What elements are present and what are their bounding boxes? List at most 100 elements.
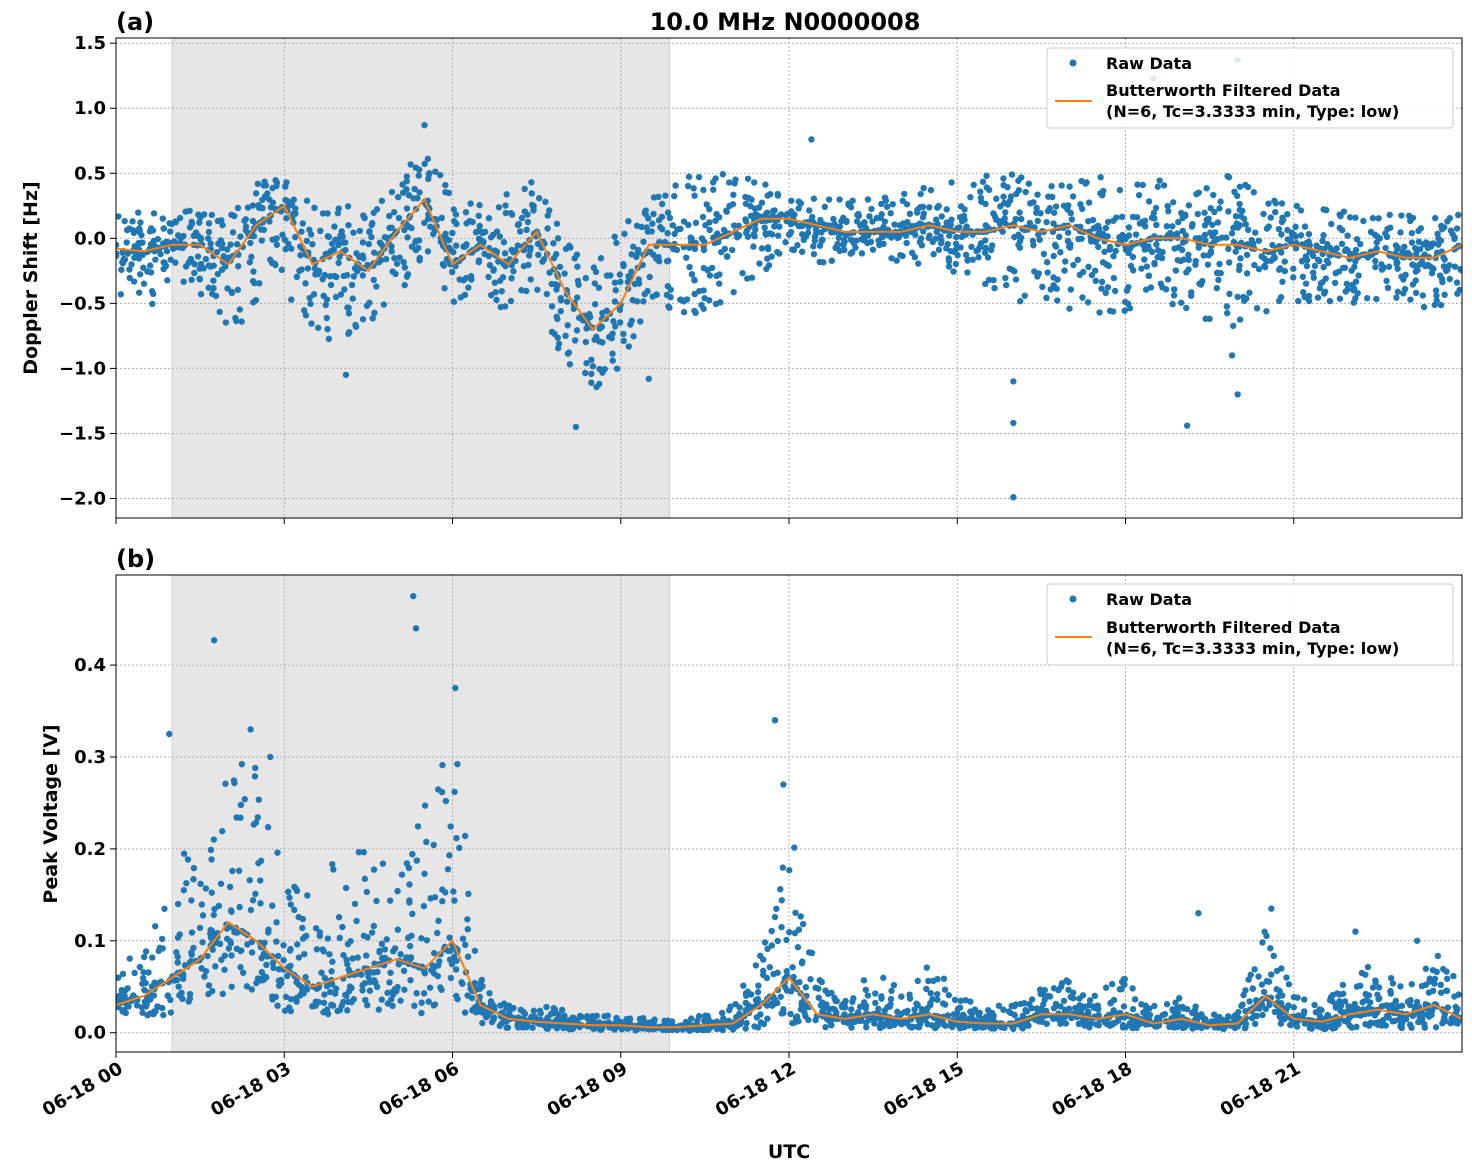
raw-data-point xyxy=(334,1007,341,1015)
raw-data-point xyxy=(388,996,395,1003)
raw-data-point xyxy=(695,173,703,181)
raw-data-point xyxy=(1428,1007,1436,1015)
raw-data-point xyxy=(849,197,856,204)
raw-data-point xyxy=(431,1001,439,1008)
raw-data-point xyxy=(774,248,781,256)
raw-data-point xyxy=(977,188,984,195)
raw-data-point xyxy=(282,993,290,1001)
raw-data-point xyxy=(403,273,411,280)
raw-data-point xyxy=(877,1017,885,1025)
raw-data-point xyxy=(1438,226,1446,233)
raw-data-point xyxy=(1426,975,1433,982)
raw-data-point xyxy=(288,296,295,303)
raw-data-point xyxy=(642,207,649,214)
raw-data-point xyxy=(1443,975,1451,982)
raw-data-point xyxy=(1057,249,1064,256)
raw-data-point xyxy=(219,221,226,229)
raw-data-point xyxy=(197,236,205,243)
raw-data-point xyxy=(511,247,519,254)
raw-data-point xyxy=(247,906,255,914)
raw-data-point xyxy=(1151,215,1158,222)
raw-data-point xyxy=(1419,292,1427,299)
raw-data-point xyxy=(157,250,164,258)
raw-data-point xyxy=(1260,988,1268,996)
raw-data-point xyxy=(1178,246,1186,254)
raw-data-point xyxy=(518,287,525,294)
raw-data-point xyxy=(861,237,868,244)
raw-data-point xyxy=(984,254,992,261)
raw-data-point xyxy=(1299,273,1307,280)
raw-data-point xyxy=(205,220,213,227)
raw-data-point xyxy=(254,180,262,188)
raw-data-point xyxy=(1447,227,1455,234)
raw-data-point xyxy=(1092,267,1099,274)
raw-data-point xyxy=(1301,996,1308,1003)
raw-data-point xyxy=(1366,999,1374,1006)
raw-data-point xyxy=(609,330,616,337)
raw-data-point xyxy=(1418,258,1426,266)
raw-data-point xyxy=(767,190,774,198)
raw-data-point xyxy=(475,212,482,220)
raw-data-point xyxy=(1138,265,1145,272)
raw-data-point xyxy=(875,237,882,244)
raw-data-point xyxy=(507,209,515,217)
raw-data-point xyxy=(321,271,328,279)
raw-data-point xyxy=(116,250,120,257)
raw-data-point xyxy=(211,905,218,913)
raw-data-point xyxy=(453,220,460,228)
raw-data-point xyxy=(1287,237,1294,244)
raw-data-point xyxy=(355,848,363,856)
raw-data-point xyxy=(429,962,436,969)
raw-data-point xyxy=(1417,225,1425,232)
raw-data-point xyxy=(314,324,322,331)
raw-data-point xyxy=(434,786,442,793)
raw-data-point xyxy=(1043,218,1050,226)
raw-data-point xyxy=(389,1002,396,1010)
raw-data-point xyxy=(777,886,784,893)
raw-data-point xyxy=(573,327,581,334)
raw-data-point xyxy=(609,357,616,364)
raw-data-point xyxy=(557,294,565,302)
raw-data-point xyxy=(856,1003,864,1010)
raw-data-point xyxy=(246,877,253,884)
raw-data-point xyxy=(119,970,127,978)
raw-data-point xyxy=(831,221,838,228)
raw-data-point xyxy=(350,229,357,236)
raw-data-point xyxy=(527,276,534,283)
raw-data-point xyxy=(342,239,349,246)
raw-data-point xyxy=(430,230,437,238)
raw-data-point xyxy=(1002,281,1010,289)
raw-data-point xyxy=(397,951,404,958)
raw-data-point xyxy=(371,309,378,317)
raw-data-point xyxy=(546,269,553,276)
raw-data-point xyxy=(291,906,298,914)
raw-data-point xyxy=(1011,233,1018,241)
raw-data-point xyxy=(592,268,600,276)
raw-data-point xyxy=(390,948,397,955)
raw-data-point xyxy=(318,969,325,976)
raw-data-point xyxy=(210,284,217,292)
raw-data-point xyxy=(969,256,976,263)
raw-data-point xyxy=(205,982,213,989)
raw-data-point xyxy=(554,315,561,323)
raw-data-point xyxy=(1451,263,1459,270)
raw-data-point xyxy=(1398,212,1405,219)
raw-data-point xyxy=(820,259,827,266)
raw-data-point xyxy=(886,1022,893,1030)
raw-data-point xyxy=(854,1009,862,1016)
raw-data-point xyxy=(320,292,327,300)
raw-data-point xyxy=(646,273,653,281)
raw-data-point xyxy=(1202,237,1209,244)
raw-data-point xyxy=(441,943,448,951)
raw-data-point xyxy=(1321,288,1329,295)
raw-data-point xyxy=(618,1026,626,1033)
raw-data-point xyxy=(764,1015,771,1022)
raw-data-point xyxy=(758,199,766,206)
raw-data-point xyxy=(553,251,560,258)
raw-data-point xyxy=(1386,211,1393,219)
raw-data-point xyxy=(1213,284,1221,292)
raw-data-point xyxy=(418,1009,425,1017)
raw-data-point xyxy=(763,974,771,982)
raw-data-point xyxy=(903,201,911,208)
raw-data-point xyxy=(294,941,301,948)
